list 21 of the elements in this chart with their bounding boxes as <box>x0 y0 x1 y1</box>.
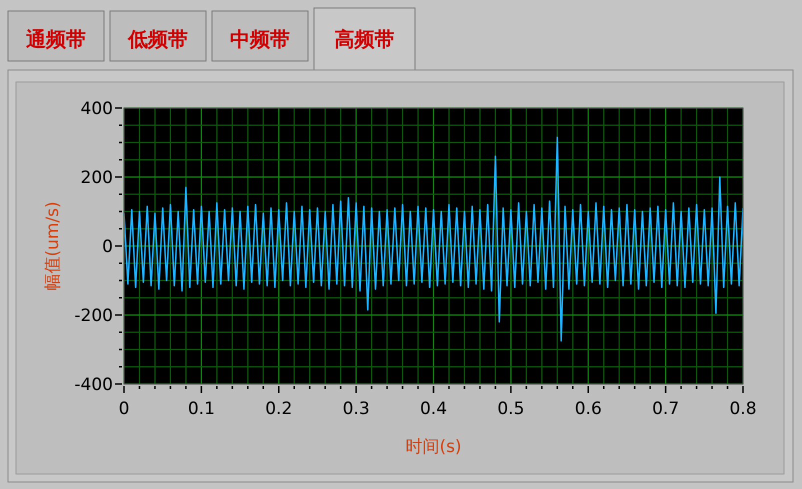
text: 高频带 <box>334 27 394 51</box>
x-tick-label: 0.6 <box>574 399 602 419</box>
text: 通频带 <box>25 27 86 51</box>
line-series <box>123 136 744 342</box>
x-tick-label: 0.3 <box>342 399 370 419</box>
text: 中频带 <box>230 27 290 51</box>
x-tick-label: 0.1 <box>188 399 215 419</box>
y-tick-label: 200 <box>80 168 113 188</box>
x-tick-label: 0.2 <box>265 399 292 419</box>
x-tick-label: 0.5 <box>497 399 524 419</box>
y-tick-label: 0 <box>102 237 113 257</box>
x-tick-label: 0.4 <box>420 399 448 419</box>
x-tick-label: 0.7 <box>652 399 680 419</box>
y-axis-title: 幅值(um/s) <box>43 201 63 291</box>
x-tick-label: 0 <box>118 399 130 419</box>
x-tick-label: 0.8 <box>729 399 757 419</box>
text: 低频带 <box>127 27 188 51</box>
x-axis-title: 时间(s) <box>405 437 462 457</box>
y-tick-label: -200 <box>74 306 113 326</box>
y-tick-label: -400 <box>74 375 113 395</box>
y-tick-label: 400 <box>80 99 113 119</box>
